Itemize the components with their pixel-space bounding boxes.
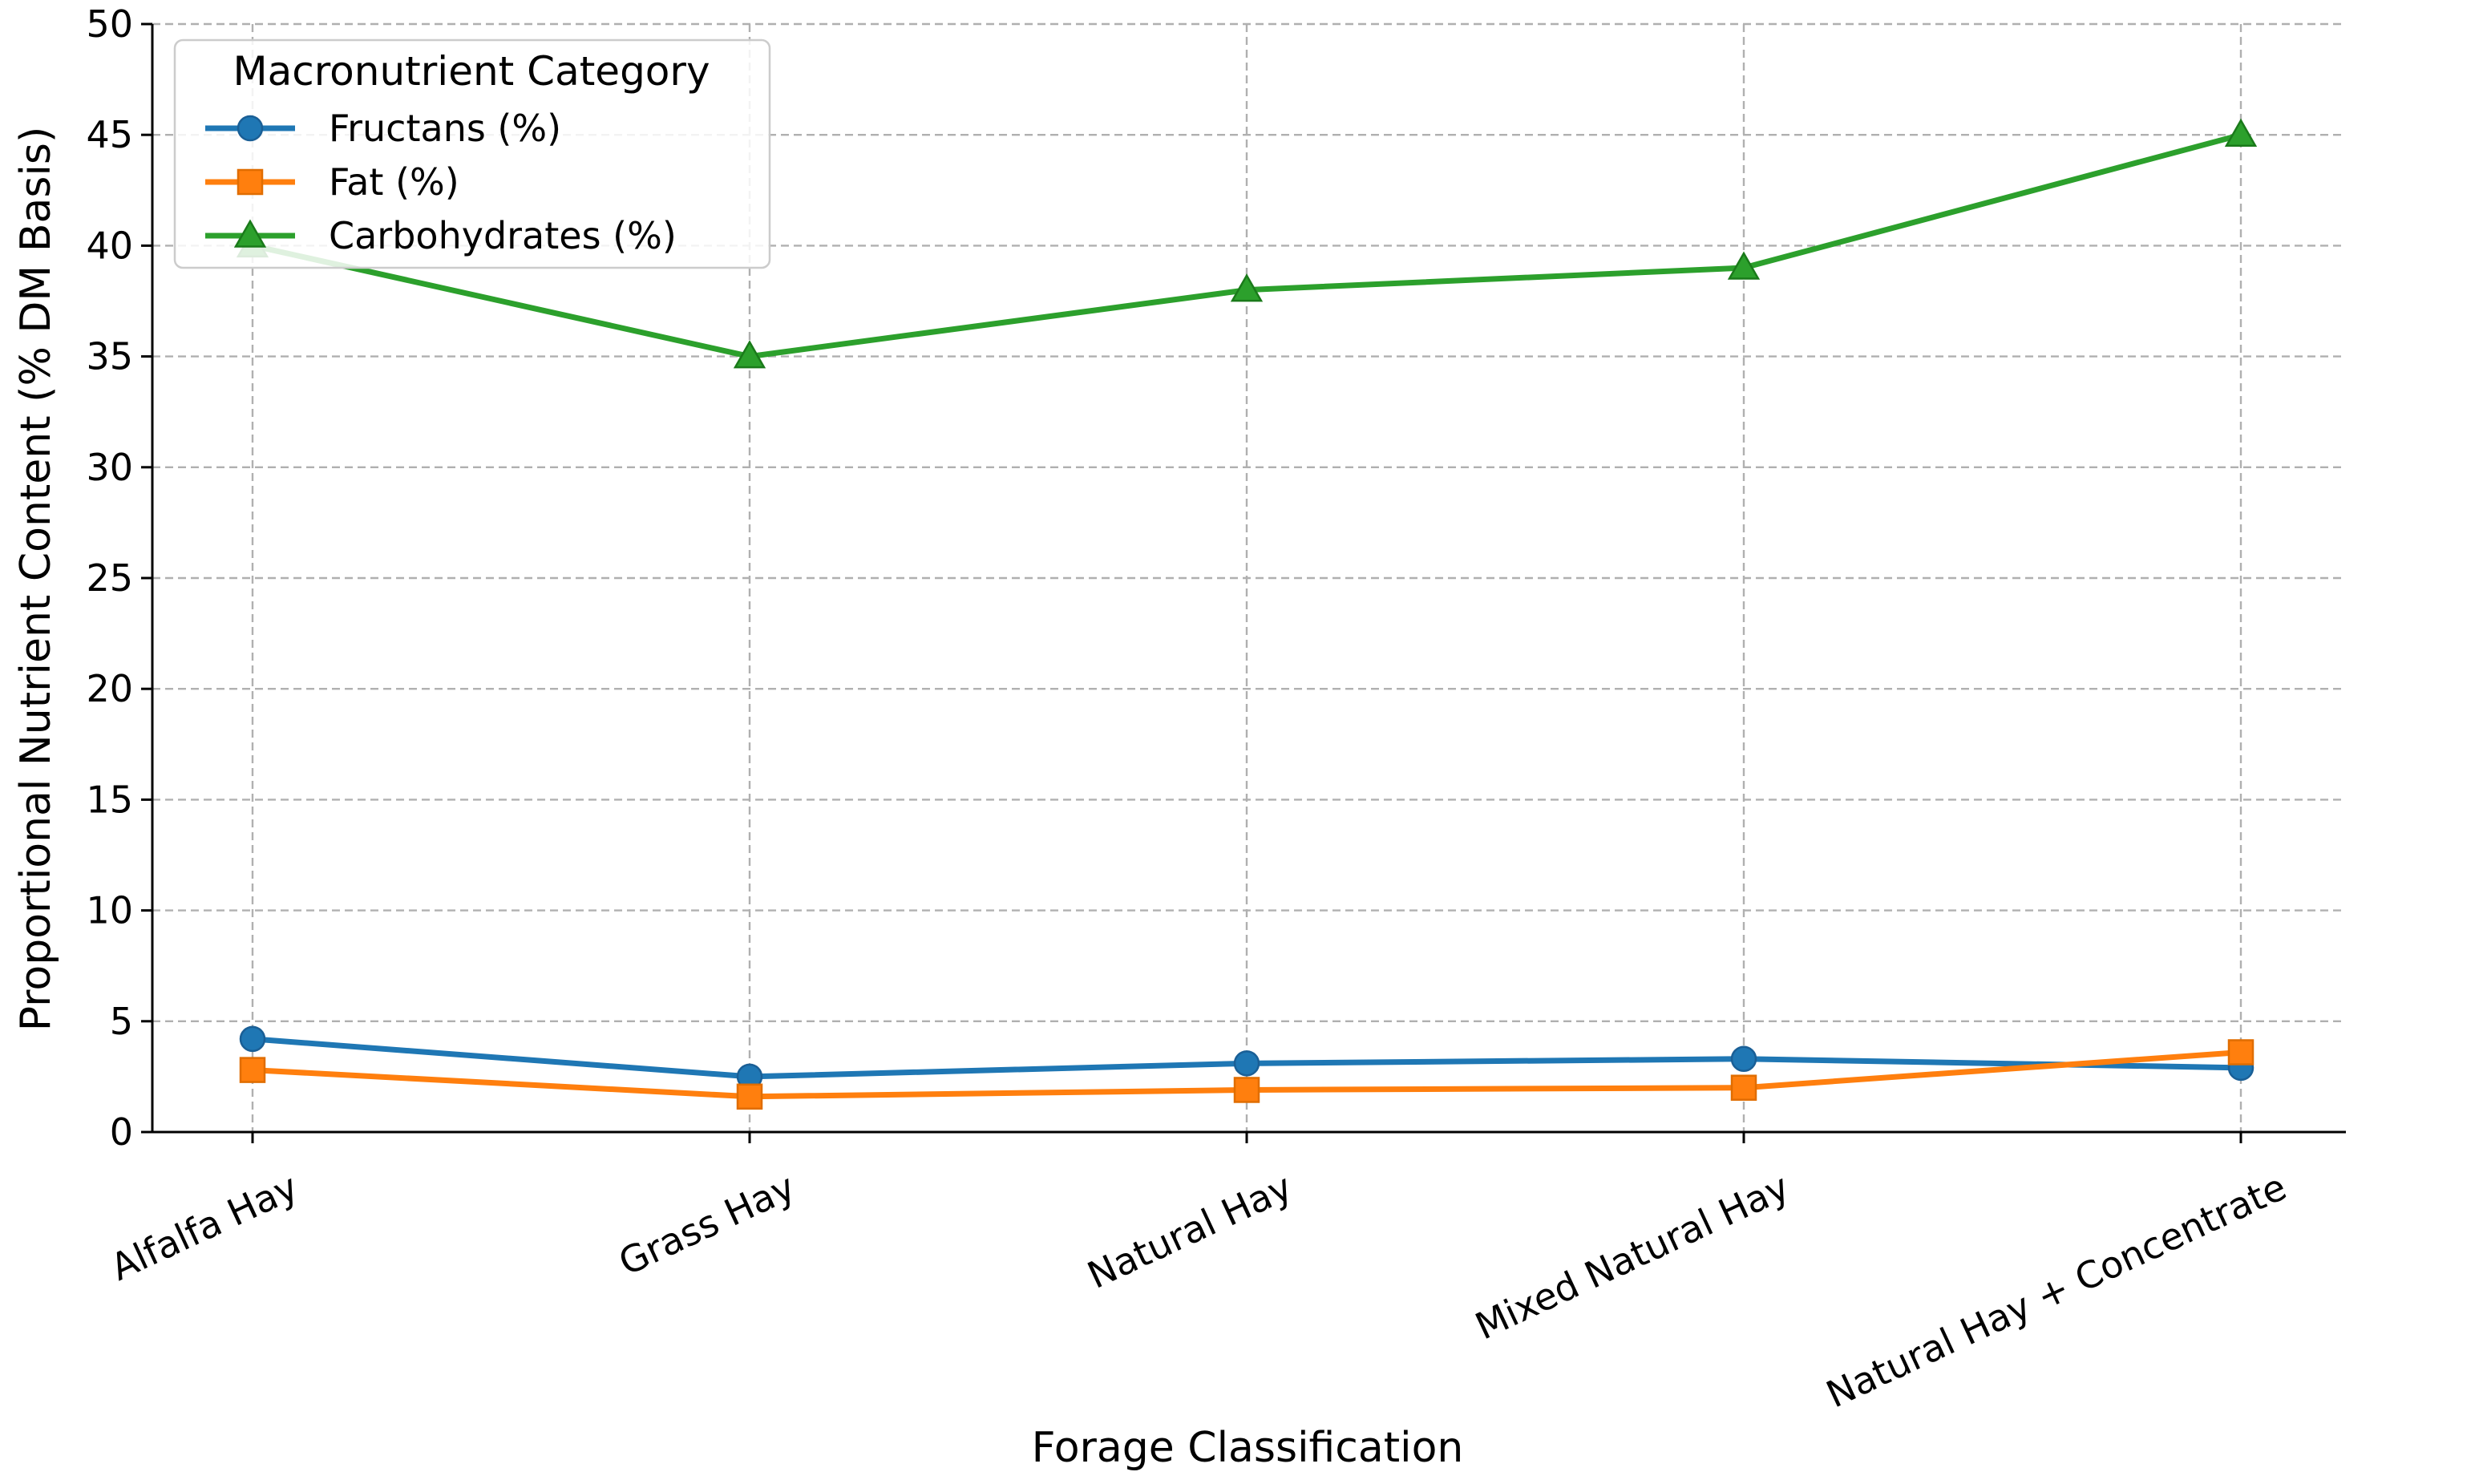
y-tick-label: 10 [86,889,133,932]
x-axis-title: Forage Classification [1032,1424,1464,1472]
x-tick-label: Mixed Natural Hay [1469,1165,1796,1348]
data-point [1730,1074,1757,1101]
legend-title: Macronutrient Category [233,48,710,95]
y-tick-label: 25 [86,556,133,600]
y-tick-label: 35 [86,335,133,378]
y-tick-label: 15 [86,778,133,821]
legend-label: Fat (%) [329,160,459,204]
data-point [1727,251,1761,280]
legend-marker [237,115,264,142]
y-tick-label: 45 [86,113,133,156]
legend-marker [237,168,264,196]
series-square [239,1039,2254,1110]
y-axis-title: Proportional Nutrient Content (% DM Basi… [12,127,60,1032]
x-tick-label: Natural Hay [1081,1165,1298,1297]
legend-entries: Fructans (%) Fat (%) Carbohydrates (%) [205,107,677,257]
x-tick-label: Alfalfa Hay [104,1165,305,1289]
data-point [1233,1050,1260,1077]
data-point [239,1057,266,1083]
data-point [1230,273,1264,302]
legend-marker [233,219,267,248]
legend-label: Carbohydrates (%) [329,214,677,257]
data-point [736,1083,763,1110]
y-tick-label: 5 [110,1000,133,1043]
data-point [1730,1045,1757,1073]
data-point [2227,1039,2254,1065]
data-point [239,1025,266,1053]
y-tick-label: 20 [86,667,133,710]
data-point [2224,118,2258,147]
y-tick-label: 40 [86,224,133,267]
legend-label: Fructans (%) [329,107,561,150]
y-tick-label: 30 [86,446,133,489]
y-tick-label: 50 [86,2,133,46]
y-tick-label: 0 [110,1110,133,1154]
x-tick-label: Natural Hay + Concentrate [1820,1165,2293,1416]
data-point [733,340,766,369]
legend-box [173,38,771,269]
data-point [1233,1077,1260,1103]
legend: Macronutrient Category Fructans (%) Fat (… [173,38,771,269]
x-tick-label: Grass Hay [613,1165,802,1284]
